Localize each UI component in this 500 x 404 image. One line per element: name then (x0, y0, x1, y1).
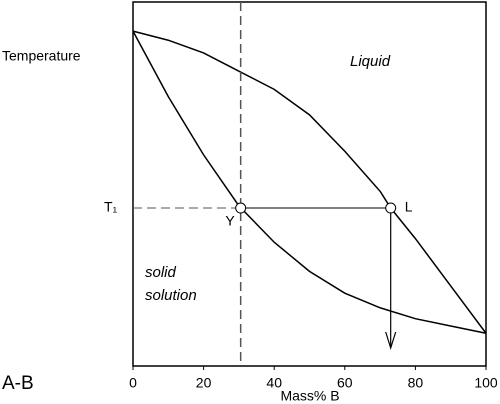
x-tick-label: 0 (129, 375, 137, 391)
phase-boundary (132, 30, 487, 334)
region-label: solution (145, 287, 197, 304)
y-axis-label: Temperature (2, 48, 81, 64)
point-label: Y (225, 213, 235, 229)
phase-boundary (132, 30, 487, 334)
region-label: Liquid (350, 53, 391, 70)
x-axis-label: Mass% B (280, 388, 339, 404)
plot-frame (132, 1, 487, 367)
x-tick-label: 60 (337, 375, 353, 391)
chart-title: A-B (2, 373, 34, 394)
temperature-label: T₁ (104, 199, 118, 215)
point-label: L (405, 199, 413, 215)
arrow-head (385, 331, 397, 351)
x-tick-label: 80 (408, 375, 424, 391)
x-tick-label: 40 (266, 375, 282, 391)
tie-point (235, 202, 247, 214)
tie-point (385, 202, 397, 214)
region-label: solid (145, 264, 177, 281)
x-tick-label: 100 (474, 375, 498, 391)
x-tick-label: 20 (196, 375, 212, 391)
